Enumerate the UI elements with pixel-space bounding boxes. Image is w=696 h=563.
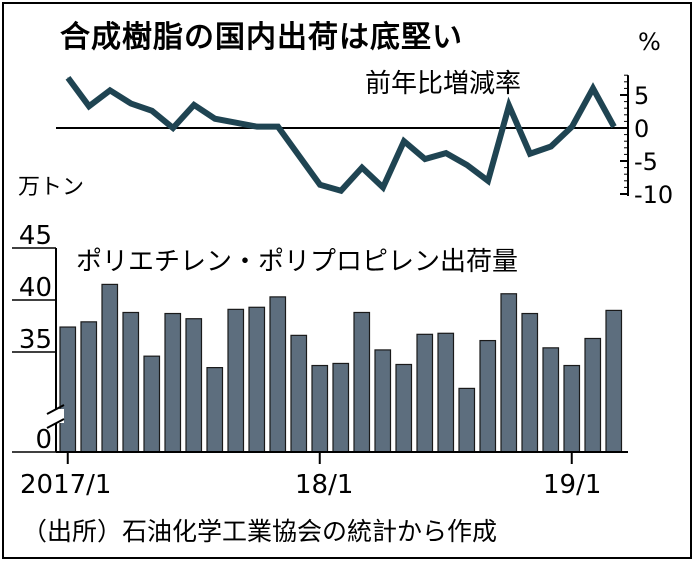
bar-chart: 万トン 45 40 35 0 2017/1 18/1 19/1 ポリエチレン・ポリプロピレ… [12, 175, 628, 500]
line-point [613, 126, 615, 128]
line-chart-title: 前年比増減率 [365, 69, 521, 99]
line-point [67, 77, 69, 79]
line-point [298, 155, 300, 157]
line-point [130, 103, 132, 105]
bar [185, 318, 203, 453]
line-y-tick-label: 5 [634, 82, 649, 110]
bar [416, 333, 434, 453]
bar [206, 367, 224, 453]
line-point [172, 127, 174, 129]
line-y-tick-label: -5 [634, 148, 658, 176]
bar [605, 309, 623, 453]
axis-break-mark [46, 418, 65, 429]
line-chart: % 前年比増減率 5 0 -5 -10 [56, 28, 673, 209]
line-point [277, 126, 279, 128]
line-point [214, 118, 216, 120]
bar-y-tick-label: 45 [19, 221, 52, 251]
bar [164, 312, 182, 453]
bar [353, 311, 371, 453]
line-y-tick-label: -10 [634, 181, 673, 209]
line-point [193, 104, 195, 106]
bar-x-tick-label: 19/1 [543, 470, 601, 500]
bar [269, 296, 287, 453]
line-point [340, 190, 342, 192]
bar [521, 312, 539, 453]
bar [290, 334, 308, 453]
line-point [256, 126, 258, 128]
bar [563, 364, 581, 453]
line-point [403, 140, 405, 142]
line-y-tick-label: 0 [634, 115, 649, 143]
bar [332, 362, 350, 453]
bar [143, 355, 161, 453]
bar [500, 293, 518, 453]
line-unit-label: % [638, 28, 661, 56]
line-point [424, 158, 426, 160]
line-point [592, 87, 594, 89]
line-point [550, 145, 552, 147]
bar [122, 311, 140, 453]
bar [479, 339, 497, 453]
bar [101, 283, 119, 453]
line-point [466, 164, 468, 166]
bar [59, 326, 77, 453]
axis-break-mark [46, 404, 65, 415]
bar [458, 387, 476, 453]
bar [395, 363, 413, 453]
line-point [487, 180, 489, 182]
line-series [65, 76, 617, 195]
source-note: （出所）石油化学工業協会の統計から作成 [22, 517, 498, 546]
line-point [109, 89, 111, 91]
bar-y-tick-label: 35 [19, 325, 52, 355]
line-point [151, 110, 153, 112]
bar [374, 349, 392, 453]
bar [227, 308, 245, 453]
bar-unit-label: 万トン [18, 175, 84, 200]
bar-chart-title: ポリエチレン・ポリプロピレン出荷量 [76, 247, 518, 277]
bar [248, 306, 266, 453]
bar-x-tick-label: 2017/1 [20, 470, 111, 500]
bar [584, 337, 602, 453]
bar [311, 364, 329, 453]
chart-title: 合成樹脂の国内出荷は底堅い [60, 20, 463, 55]
bar [80, 321, 98, 453]
bar-x-tick-label: 18/1 [295, 470, 353, 500]
bar-y-tick-label: 0 [35, 425, 52, 455]
line-point [319, 184, 321, 186]
bar-y-tick-label: 40 [19, 273, 52, 303]
line-point [382, 186, 384, 188]
line-point [529, 153, 531, 155]
line-point [361, 167, 363, 169]
line-point [88, 105, 90, 107]
bar [437, 332, 455, 453]
line-point [508, 105, 510, 107]
line-point [235, 122, 237, 124]
line-point [571, 126, 573, 128]
line-point [445, 152, 447, 154]
bar [542, 347, 560, 453]
